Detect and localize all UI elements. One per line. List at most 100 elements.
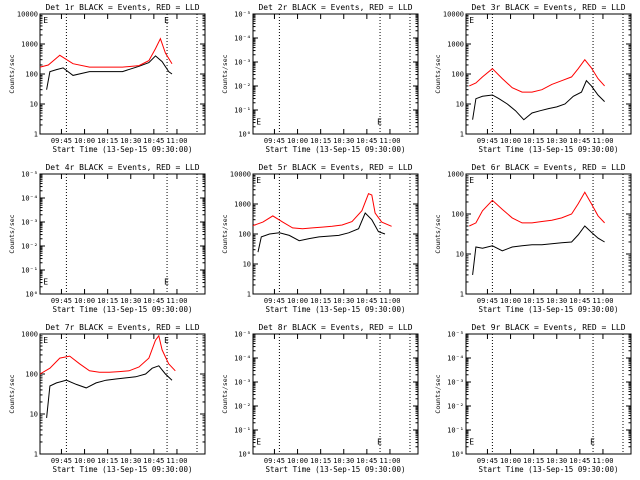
y-tick-label: 10 [456, 101, 464, 109]
e-marker: E [43, 277, 48, 286]
x-axis-label: Start Time (13-Sep-15 09:30:00) [479, 145, 619, 154]
x-tick-label: 10:00 [287, 457, 308, 465]
y-tick-label: 10000 [17, 11, 38, 19]
plot-frame [39, 13, 206, 135]
e-marker: E [469, 16, 474, 25]
x-tick-label: 11:00 [166, 297, 187, 305]
lld-series-line [469, 191, 605, 227]
e-marker: E [164, 16, 169, 25]
x-axis-label: Start Time (13-Sep-15 09:30:00) [53, 465, 193, 474]
y-tick-label: 10⁻⁴ [21, 195, 38, 203]
y-tick-label: 10⁻³ [234, 379, 251, 387]
x-tick-label: 11:00 [379, 297, 400, 305]
events-series-line [257, 212, 386, 253]
y-axis-label: Counts/sec [221, 374, 229, 413]
lld-series-line [39, 37, 173, 68]
e-marker: E [377, 437, 382, 446]
e-marker: E [256, 117, 261, 126]
lld-series-line [469, 58, 605, 93]
e-marker: E [590, 437, 595, 446]
x-axis-label: Start Time (13-Sep-15 09:30:00) [479, 305, 619, 314]
e-marker: E [469, 437, 474, 446]
chart-panel: Det 5r BLACK = Events, RED = LLD 1 10 100 10… [221, 163, 419, 314]
e-marker: E [43, 16, 48, 25]
y-tick-label: 10⁻² [234, 83, 251, 91]
x-tick-label: 10:00 [500, 457, 521, 465]
x-tick-label: 10:45 [143, 297, 164, 305]
e-marker: E [164, 336, 169, 345]
y-tick-label: 10000 [230, 171, 251, 179]
chart-panel: Det 3r BLACK = Events, RED = LLD 1 10 100 10… [434, 3, 632, 154]
x-tick-label: 10:30 [546, 457, 567, 465]
events-series-line [46, 55, 173, 90]
y-tick-label: 10⁻² [447, 403, 464, 411]
x-axis-label: Start Time (13-Sep-15 09:30:00) [53, 305, 193, 314]
y-tick-label: 10000 [443, 11, 464, 19]
x-tick-label: 10:30 [120, 457, 141, 465]
y-tick-label: 10⁻¹ [21, 267, 38, 275]
x-tick-label: 09:45 [477, 297, 498, 305]
x-tick-label: 10:15 [97, 137, 118, 145]
x-axis-label: Start Time (13-Sep-15 09:30:00) [266, 465, 406, 474]
y-tick-label: 10⁰ [238, 131, 251, 139]
chart-panel: Det 9r BLACK = Events, RED = LLD 10⁰ 10⁻¹ 1… [434, 323, 632, 474]
x-tick-label: 10:30 [546, 137, 567, 145]
x-tick-label: 11:00 [592, 457, 613, 465]
plot-frame [465, 13, 632, 135]
e-marker: E [469, 176, 474, 185]
x-tick-label: 10:30 [120, 297, 141, 305]
y-tick-label: 100 [451, 71, 464, 79]
x-tick-label: 11:00 [379, 457, 400, 465]
x-tick-label: 10:00 [287, 137, 308, 145]
e-marker: E [164, 277, 169, 286]
chart-panel: Det 7r BLACK = Events, RED = LLD 1 10 100 10… [8, 323, 206, 474]
plot-frame [39, 333, 206, 455]
y-tick-label: 100 [238, 231, 251, 239]
x-tick-label: 11:00 [166, 137, 187, 145]
y-tick-label: 10 [30, 411, 38, 419]
y-tick-label: 100 [451, 211, 464, 219]
y-tick-label: 10⁻¹ [234, 427, 251, 435]
y-tick-label: 1 [247, 291, 251, 299]
x-tick-label: 09:45 [477, 137, 498, 145]
x-tick-label: 10:45 [569, 137, 590, 145]
chart-panel: Det 6r BLACK = Events, RED = LLD 1 10 100 10… [434, 163, 632, 314]
x-tick-label: 10:00 [500, 137, 521, 145]
x-tick-label: 09:45 [264, 137, 285, 145]
x-tick-label: 10:30 [120, 137, 141, 145]
x-tick-label: 10:15 [97, 297, 118, 305]
lld-series-line [252, 193, 392, 230]
x-tick-label: 10:30 [333, 297, 354, 305]
chart-title: Det 5r BLACK = Events, RED = LLD [258, 163, 412, 172]
x-tick-label: 10:00 [74, 297, 95, 305]
x-tick-label: 10:15 [523, 297, 544, 305]
x-axis-label: Start Time (13-Sep-15 09:30:00) [479, 465, 619, 474]
chart-panel: Det 4r BLACK = Events, RED = LLD 10⁰ 10⁻¹ 1… [8, 163, 206, 314]
y-tick-label: 1 [460, 131, 464, 139]
y-tick-label: 1 [34, 131, 38, 139]
x-tick-label: 10:45 [569, 297, 590, 305]
x-tick-label: 10:00 [74, 137, 95, 145]
y-tick-label: 1000 [21, 331, 38, 339]
chart-title: Det 7r BLACK = Events, RED = LLD [45, 323, 199, 332]
x-tick-label: 10:30 [333, 457, 354, 465]
chart-title: Det 4r BLACK = Events, RED = LLD [45, 163, 199, 172]
x-tick-label: 10:45 [143, 457, 164, 465]
x-tick-label: 09:45 [51, 457, 72, 465]
events-series-line [472, 79, 605, 121]
y-tick-label: 10 [456, 251, 464, 259]
y-tick-label: 10 [243, 261, 251, 269]
y-tick-label: 10⁰ [238, 451, 251, 459]
x-tick-label: 11:00 [379, 137, 400, 145]
x-tick-label: 10:45 [143, 137, 164, 145]
x-tick-label: 09:45 [477, 457, 498, 465]
x-tick-label: 10:00 [500, 297, 521, 305]
events-series-line [472, 225, 605, 275]
x-tick-label: 09:45 [264, 457, 285, 465]
y-tick-label: 100 [25, 371, 38, 379]
y-tick-label: 10⁻⁵ [447, 331, 464, 339]
x-tick-label: 10:15 [310, 137, 331, 145]
y-tick-label: 1 [34, 451, 38, 459]
x-axis-label: Start Time (13-Sep-15 09:30:00) [53, 145, 193, 154]
x-tick-label: 10:15 [523, 137, 544, 145]
